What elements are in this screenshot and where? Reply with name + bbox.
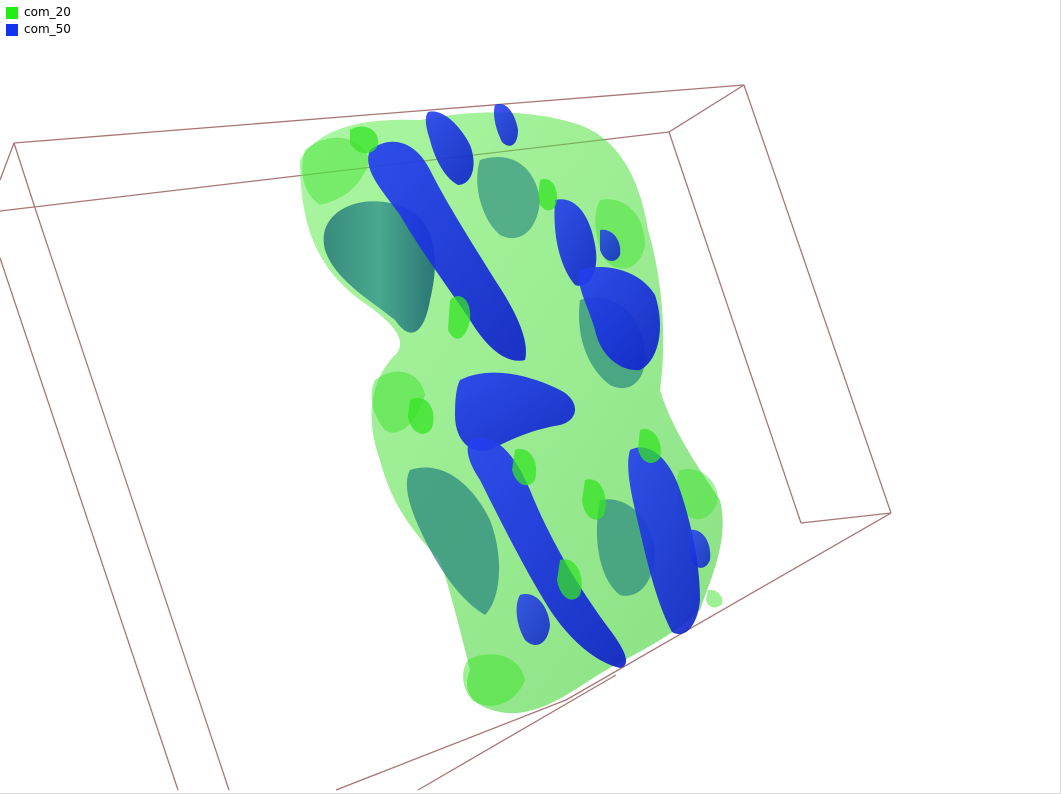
isosurface-com-20-strands — [350, 126, 661, 600]
legend-item-com-50: com_50 — [6, 21, 71, 38]
isosurface-overlap — [323, 156, 655, 615]
legend: com_20 com_50 — [6, 4, 71, 38]
legend-label: com_50 — [24, 22, 71, 36]
legend-item-com-20: com_20 — [6, 4, 71, 21]
isosurface-com-50 — [368, 103, 711, 668]
legend-swatch-green — [6, 6, 18, 19]
bounding-box — [0, 84, 892, 791]
legend-label: com_20 — [24, 5, 71, 19]
legend-swatch-blue — [6, 23, 18, 36]
